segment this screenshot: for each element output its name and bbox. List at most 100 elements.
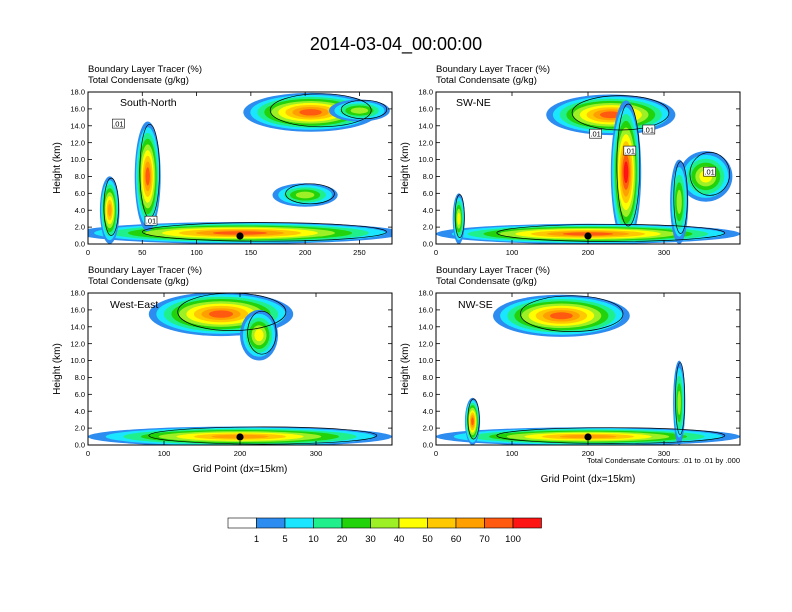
x-tick-label: 100 (506, 449, 519, 458)
colorbar-label: 100 (505, 534, 521, 545)
y-tick-label: 16.0 (70, 104, 85, 113)
y-tick-label: 16.0 (418, 305, 433, 314)
x-tick-label: 250 (353, 248, 366, 257)
x-tick-label: 0 (434, 248, 438, 257)
y-axis-label: Height (km) (52, 343, 63, 395)
panel-west-east: Boundary Layer Tracer (%) Total Condensa… (52, 265, 393, 475)
colorbar: 1 5 10 20 30 40 50 60 70 100 (227, 517, 542, 545)
y-tick-label: 12.0 (70, 138, 85, 147)
tracer-feature (145, 167, 150, 186)
contour-label: .01 (644, 126, 654, 135)
y-tick-label: 18.0 (418, 88, 433, 97)
y-tick-label: 4.0 (75, 206, 85, 215)
x-tick-label: 300 (658, 248, 671, 257)
contour-label: .01 (113, 120, 123, 129)
region-label: SW-NE (456, 97, 491, 109)
y-tick-label: 16.0 (70, 305, 85, 314)
y-tick-label: 6.0 (75, 189, 85, 198)
tracer-feature (457, 212, 461, 225)
y-tick-label: 14.0 (70, 322, 85, 331)
tracer-feature (600, 111, 622, 119)
y-tick-label: 12.0 (70, 339, 85, 348)
colorbar-label: 10 (308, 534, 319, 545)
plot-field (88, 92, 392, 244)
tracer-feature (350, 107, 369, 114)
colorbar-label: 1 (254, 534, 259, 545)
tracer-feature (107, 203, 112, 217)
colorbar-label: 50 (422, 534, 433, 545)
y-tick-label: 0.0 (423, 240, 433, 249)
condensate-contour (454, 194, 465, 238)
y-tick-label: 0.0 (75, 240, 85, 249)
plot-field (436, 294, 740, 445)
x-tick-label: 100 (506, 248, 519, 257)
condensate-contour (673, 161, 688, 234)
y-tick-label: 14.0 (70, 121, 85, 130)
panel-sw-ne: Boundary Layer Tracer (%) Total Condensa… (400, 64, 741, 257)
y-tick-label: 18.0 (70, 289, 85, 298)
condensate-contour (571, 95, 670, 131)
tracer-feature (676, 189, 682, 214)
figure-title: 2014-03-04_00:00:00 (310, 34, 482, 55)
colorbar-swatch (341, 517, 371, 529)
colorbar-swatch (512, 517, 542, 529)
y-tick-label: 4.0 (423, 206, 433, 215)
contour-label: .01 (704, 168, 714, 177)
colorbar-label: 60 (451, 534, 462, 545)
x-tick-label: 0 (434, 449, 438, 458)
y-tick-label: 10.0 (70, 356, 85, 365)
y-axis-label: Height (km) (400, 343, 411, 395)
x-tick-label: 200 (582, 248, 595, 257)
x-tick-label: 50 (138, 248, 146, 257)
condensate-contour (689, 152, 731, 196)
y-tick-label: 14.0 (418, 322, 433, 331)
tracer-feature (299, 109, 322, 116)
contour-label-box (623, 145, 637, 156)
panel-subtitle-tracer: Boundary Layer Tracer (%) (88, 64, 202, 75)
panel-subtitle-tracer: Boundary Layer Tracer (%) (436, 64, 550, 75)
y-tick-label: 10.0 (418, 155, 433, 164)
x-tick-label: 200 (299, 248, 312, 257)
y-tick-label: 8.0 (423, 172, 433, 181)
x-tick-label: 0 (86, 248, 90, 257)
plot-frame (87, 91, 393, 245)
x-tick-label: 300 (658, 449, 671, 458)
panel-subtitle-tracer: Boundary Layer Tracer (%) (436, 265, 550, 276)
condensate-contour (247, 310, 277, 355)
location-marker (236, 433, 244, 441)
colorbar-swatch (227, 517, 257, 529)
y-tick-label: 0.0 (75, 441, 85, 450)
colorbar-swatch (398, 517, 428, 529)
y-axis-label: Height (km) (52, 142, 63, 194)
colorbar-swatch (313, 517, 343, 529)
condensate-contour (340, 99, 388, 120)
y-tick-label: 8.0 (423, 373, 433, 382)
contour-label: .01 (625, 147, 635, 156)
y-tick-label: 14.0 (418, 121, 433, 130)
contour-label-box (589, 128, 602, 139)
colorbar-swatch (427, 517, 457, 529)
x-axis-label: Grid Point (dx=15km) (541, 474, 636, 485)
condensate-contour (269, 93, 372, 128)
y-tick-label: 2.0 (75, 424, 85, 433)
x-tick-label: 200 (582, 449, 595, 458)
y-tick-label: 2.0 (423, 223, 433, 232)
contour-label-box (144, 215, 158, 226)
tracer-feature (295, 191, 315, 199)
x-tick-label: 0 (86, 449, 90, 458)
tracer-feature (254, 329, 264, 342)
condensate-contour (675, 362, 686, 435)
colorbar-swatch (284, 517, 314, 529)
condensate-contour (141, 222, 387, 242)
y-tick-label: 8.0 (75, 373, 85, 382)
y-tick-label: 2.0 (423, 424, 433, 433)
y-tick-label: 4.0 (75, 407, 85, 416)
condensate-contour (285, 183, 335, 205)
y-tick-label: 2.0 (75, 223, 85, 232)
y-tick-label: 6.0 (423, 390, 433, 399)
y-tick-label: 6.0 (75, 390, 85, 399)
condensate-contour (496, 427, 726, 444)
y-tick-label: 18.0 (418, 289, 433, 298)
y-tick-label: 10.0 (418, 356, 433, 365)
x-tick-label: 100 (158, 449, 171, 458)
